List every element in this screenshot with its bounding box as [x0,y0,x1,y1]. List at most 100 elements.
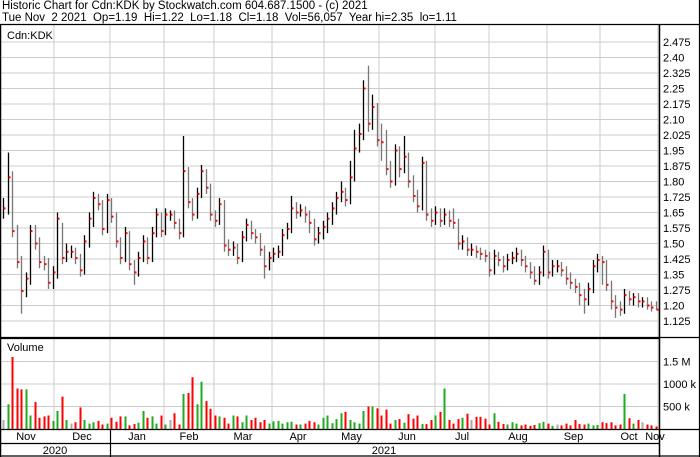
close-tick [458,242,461,245]
volume-bar [34,402,37,429]
volume-bar [335,419,338,429]
volume-bar [650,425,653,429]
close-tick [215,219,218,222]
close-tick [53,271,56,274]
close-tick [422,161,425,164]
close-tick [440,219,443,222]
volume-bar [74,422,77,429]
close-tick [602,261,605,264]
volume-bar [407,414,410,429]
close-tick [548,271,551,274]
close-tick [417,205,420,208]
volume-bar [146,417,149,429]
price-tick-label: 2.325 [663,68,691,80]
close-tick [633,296,636,299]
volume-bar [542,421,545,429]
close-tick [255,236,258,239]
close-tick [624,294,627,297]
volume-bar [286,422,289,429]
close-tick [426,213,429,216]
volume-bar [304,423,307,429]
close-tick [48,281,51,284]
volume-bar [61,396,64,429]
volume-bar [227,423,230,429]
volume-bar [106,423,109,429]
close-tick [413,194,416,197]
volume-bar [160,415,163,429]
volume-bar [389,423,392,429]
volume-bar [434,415,437,429]
close-tick [210,213,213,216]
close-tick [606,283,609,286]
close-tick [611,300,614,303]
price-tick-label: 1.125 [663,316,691,328]
close-tick [435,211,438,214]
close-tick [314,238,317,241]
volume-bar [443,388,446,429]
close-tick [525,265,528,268]
close-tick [341,190,344,193]
quote-summary: Tue Nov 2 2021 Op=1.19 Hi=1.22 Lo=1.18 C… [2,12,457,24]
price-tick-label: 1.425 [663,254,691,266]
close-tick [629,298,632,301]
close-tick [327,217,330,220]
close-tick [507,259,510,262]
close-tick [503,265,506,268]
close-tick [651,306,654,309]
volume-bar [596,424,599,429]
close-tick [66,250,69,253]
price-tick-label: 1.725 [663,192,691,204]
close-tick [138,256,141,259]
close-tick [485,254,488,257]
volume-bar [187,393,190,429]
close-tick [336,197,339,200]
volume-bar [475,416,478,429]
close-tick [516,252,519,255]
volume-bar [38,417,41,429]
volume-bar [623,393,626,429]
volume-bar [128,425,131,429]
volume-bar [191,377,194,429]
volume-bar [209,408,212,429]
price-tick-label: 2.10 [663,115,684,127]
close-tick [323,225,326,228]
volume-bar [493,413,496,429]
volume-bar [272,421,275,429]
close-tick [3,207,6,210]
volume-bar [200,381,203,429]
volume-bar [394,420,397,429]
close-tick [17,261,20,264]
close-tick [566,277,569,280]
month-label: Jul [455,431,469,443]
close-tick [107,199,110,202]
volume-bars [2,357,658,429]
close-tick [264,265,267,268]
close-tick [345,199,348,202]
close-tick [39,261,42,264]
price-tick-label: 1.575 [663,223,691,235]
volume-bar [502,424,505,429]
volume-bar [79,407,82,429]
volume-bar [583,424,586,429]
close-tick [120,256,123,259]
close-tick [165,213,168,216]
close-tick [251,232,254,235]
volume-bar [169,420,172,429]
close-tick [62,256,65,259]
volume-bar [484,418,487,429]
month-label: Aug [508,431,528,443]
volume-bar [488,424,491,429]
volume-bar [52,420,55,429]
volume-bar [47,415,50,429]
symbol-label: Cdn:KDK [7,30,54,42]
month-label: Nov [16,431,36,443]
volume-bar [268,423,271,429]
volume-bar [457,419,460,429]
close-tick [498,259,501,262]
close-tick [588,287,591,290]
volume-bar [182,393,185,429]
year-axis: 2020 2021 [43,445,396,457]
close-tick [30,230,33,233]
volume-bar [277,420,280,429]
close-tick [84,240,87,243]
